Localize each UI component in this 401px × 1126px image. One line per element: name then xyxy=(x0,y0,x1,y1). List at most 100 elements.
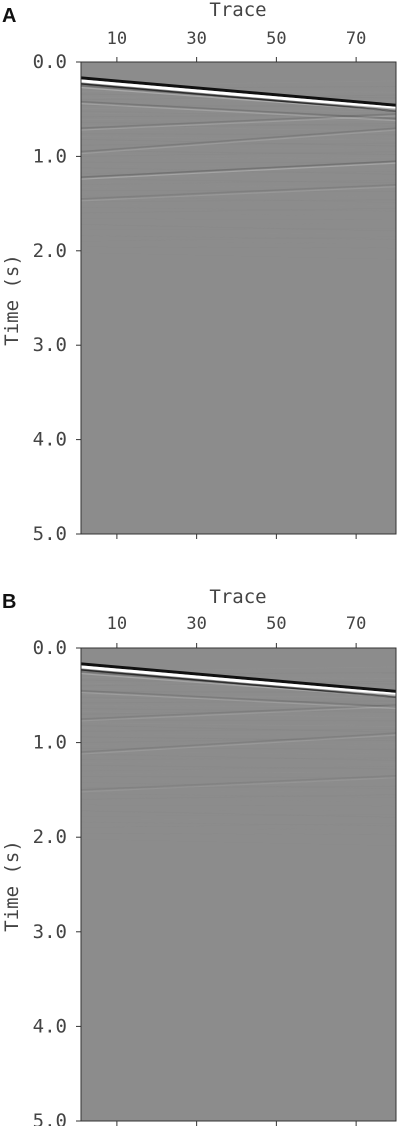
reflection-dark xyxy=(81,127,396,153)
y-tick-label: 1.0 xyxy=(33,732,67,754)
reflection-light xyxy=(81,734,396,755)
noise-line xyxy=(81,206,396,212)
noise-line xyxy=(81,107,396,113)
x-tick-label: 10 xyxy=(107,614,127,634)
reflection-light xyxy=(81,103,396,122)
plot-area xyxy=(81,648,396,1121)
x-tick-label: 70 xyxy=(346,29,366,49)
noise-line xyxy=(81,128,396,132)
noise-line xyxy=(81,167,396,175)
y-tick-label: 4.0 xyxy=(33,429,67,451)
noise-line xyxy=(81,705,396,708)
noise-line xyxy=(81,794,396,800)
plot-frame xyxy=(80,647,397,1122)
noise-line xyxy=(81,151,396,157)
y-tick-label: 5.0 xyxy=(33,523,67,545)
noise-line xyxy=(81,723,396,729)
noise-line xyxy=(81,161,396,164)
reflection-light xyxy=(81,87,396,112)
plot-frame xyxy=(80,61,397,535)
noise-line xyxy=(81,714,396,718)
noise-line xyxy=(81,785,396,789)
y-tick-label: 0.0 xyxy=(33,637,67,659)
x-tick-label: 30 xyxy=(186,614,206,634)
y-tick-label: 1.0 xyxy=(33,145,67,167)
noise-line xyxy=(81,764,396,770)
seismic-events xyxy=(81,662,396,818)
reflection-light xyxy=(81,777,396,793)
noise-line xyxy=(81,193,396,200)
noise-line xyxy=(81,156,396,160)
noise-line xyxy=(81,165,396,172)
noise-line xyxy=(81,700,396,704)
noise-line xyxy=(81,722,396,728)
panel-b: B Trace 10 30 50 70 0.0 1.0 2.0 3.0 4.0 5.0 Time (s) xyxy=(1,586,397,1126)
noise-line xyxy=(81,708,396,713)
noise-line xyxy=(81,110,396,119)
noise-line xyxy=(81,767,396,776)
noise-line xyxy=(81,171,396,174)
noise-line xyxy=(81,204,396,206)
noise-line xyxy=(81,728,396,732)
panel-label: A xyxy=(2,5,16,27)
direct-arrival-white xyxy=(81,665,396,696)
direct-arrival-dark xyxy=(81,76,396,107)
noise-line xyxy=(81,761,396,764)
direct-arrival-trough xyxy=(81,83,396,113)
reflection-light xyxy=(81,673,396,698)
direct-arrival-dark xyxy=(81,662,396,693)
noise-line xyxy=(81,179,396,186)
reflection-dark xyxy=(81,704,396,720)
noise-line xyxy=(81,192,396,198)
noise-line xyxy=(81,696,396,705)
noise-line xyxy=(81,122,396,129)
noise-line xyxy=(81,776,396,779)
noise-line xyxy=(81,189,396,192)
y-tick-label: 0.0 xyxy=(33,51,67,73)
reflection-dark xyxy=(81,732,396,753)
y-tick-label: 2.0 xyxy=(33,826,67,848)
x-tick-label: 70 xyxy=(346,614,366,634)
direct-arrival-trough xyxy=(81,669,396,699)
noise-line xyxy=(81,175,396,178)
noise-line xyxy=(81,708,396,715)
noise-line xyxy=(81,804,396,807)
noise-line xyxy=(81,142,396,146)
noise-line xyxy=(81,114,396,118)
noise-line xyxy=(81,137,396,143)
reflection-light xyxy=(81,691,396,710)
noise-line xyxy=(81,153,396,161)
noise-line xyxy=(81,737,396,744)
reflection-light xyxy=(81,162,396,180)
reflection-light xyxy=(81,115,396,131)
noise-line xyxy=(81,694,396,701)
noise-line xyxy=(81,810,396,818)
noise-line xyxy=(81,221,396,226)
noise-line xyxy=(81,765,396,772)
noise-line xyxy=(81,725,396,733)
reflection-dark xyxy=(81,689,396,708)
y-tick-label: 2.0 xyxy=(33,240,67,262)
reflection-light xyxy=(81,706,396,722)
reflection-dark xyxy=(81,84,396,110)
noise-line xyxy=(81,693,396,699)
y-tick-label: 3.0 xyxy=(33,921,67,943)
noise-line xyxy=(81,213,396,217)
noise-line xyxy=(81,136,396,141)
noise-line xyxy=(81,150,396,156)
noise-line xyxy=(81,124,396,133)
noise-line xyxy=(81,178,396,184)
seismic-events xyxy=(81,76,396,232)
y-tick-label: 4.0 xyxy=(33,1015,67,1037)
reflection-dark xyxy=(81,100,396,120)
x-tick-label: 10 xyxy=(107,29,127,49)
reflection-dark xyxy=(81,160,396,178)
noise-line xyxy=(81,119,396,122)
noise-line xyxy=(81,793,396,798)
noise-line xyxy=(81,808,396,815)
direct-arrival-white xyxy=(81,79,396,110)
plot-area xyxy=(81,62,396,534)
reflection-light xyxy=(81,129,396,155)
x-tick-label: 50 xyxy=(266,29,286,49)
noise-line xyxy=(81,147,396,150)
